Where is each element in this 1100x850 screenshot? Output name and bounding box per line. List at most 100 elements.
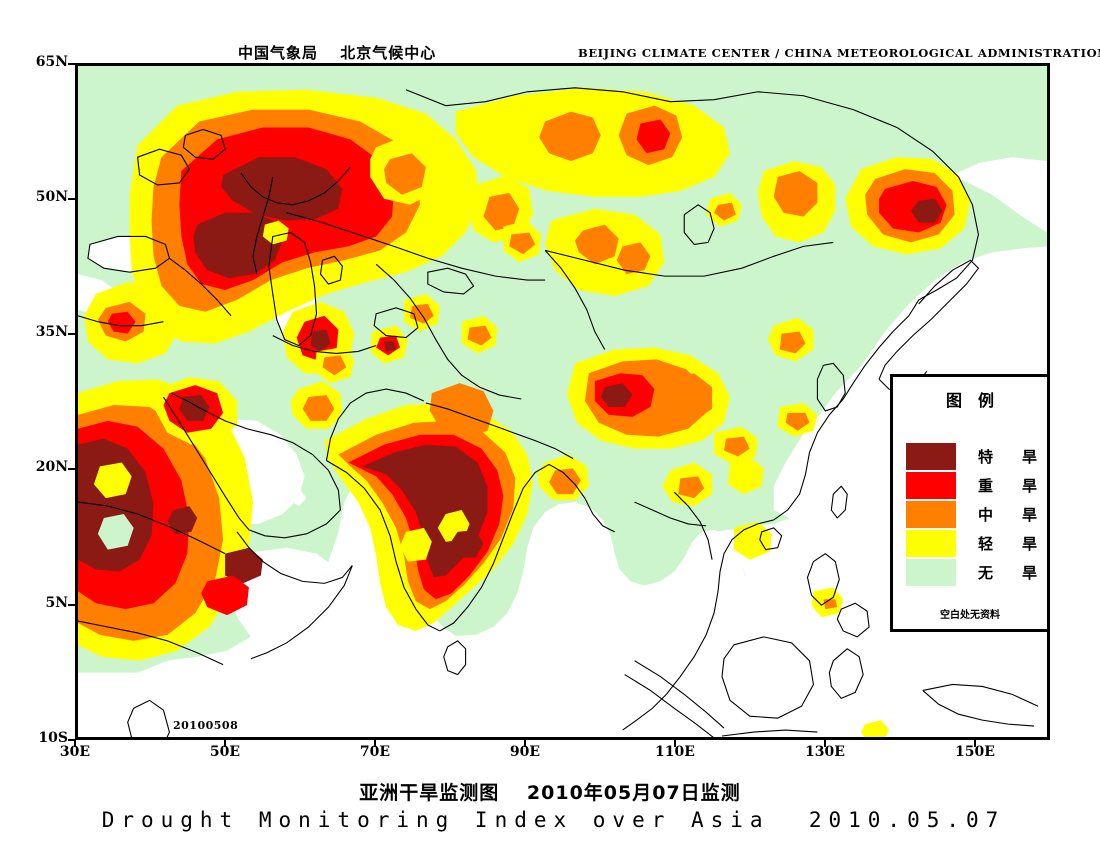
- contour-moderate-c: [509, 232, 536, 255]
- contour-extreme: [78, 438, 154, 572]
- contour-severe-somalia: [201, 575, 249, 616]
- legend-label-light-drought: 轻 旱: [978, 535, 1045, 553]
- contour-extreme-djibouti: [225, 547, 263, 584]
- legend-swatch-severe-drought: [906, 472, 956, 499]
- region-siberia-band: [455, 87, 730, 197]
- footer-title-cn: 亚洲干旱监测图 2010年05月07日监测: [359, 782, 741, 804]
- contour-extreme-b: [167, 506, 198, 534]
- x-axis-label-130E: 130E: [805, 744, 845, 760]
- y-axis-label-20N: 20N: [35, 459, 68, 475]
- contour-moderate: [549, 468, 581, 495]
- x-axis-label-110E: 110E: [655, 744, 695, 760]
- contour-inner-hole-a: [400, 527, 432, 562]
- y-tick-5N: [68, 604, 75, 606]
- region-iran: [290, 381, 343, 429]
- x-tick-70E: [374, 740, 376, 747]
- y-tick-20N: [68, 468, 75, 470]
- region-northeast-china: [845, 157, 971, 255]
- contour-light-b: [727, 456, 764, 495]
- contour-moderate: [322, 355, 347, 376]
- contour-moderate: [785, 412, 810, 431]
- contour-moderate: [483, 192, 520, 231]
- legend-swatch-extreme-drought: [906, 443, 956, 470]
- x-tick-90E: [524, 740, 526, 747]
- legend-label-extreme-drought: 特 旱: [978, 448, 1045, 466]
- contour-extreme-north: [221, 157, 343, 221]
- contour-severe: [107, 311, 136, 334]
- x-tick-150E: [974, 740, 976, 747]
- contour-moderate-a: [714, 202, 736, 221]
- region-india: [324, 383, 534, 631]
- contour-moderate: [678, 476, 705, 499]
- legend-item-extreme-drought: 特 旱: [906, 442, 1044, 471]
- legend-item-moderate-drought: 中 旱: [906, 500, 1044, 529]
- region-east-africa: [78, 379, 263, 661]
- y-axis-label-10S: 10S: [38, 730, 68, 746]
- contour-moderate-d: [779, 331, 806, 354]
- contour-inner-hole-b: [97, 513, 134, 550]
- x-tick-130E: [824, 740, 826, 747]
- contour-extreme: [384, 341, 397, 352]
- contour-moderate-north: [429, 383, 494, 439]
- contour-moderate-b: [616, 242, 651, 275]
- region-xinjiang: [403, 220, 542, 354]
- region-ne-small-blobs: [706, 192, 742, 227]
- legend-swatch-moderate-drought: [906, 501, 956, 528]
- legend-note: 空白处无资料: [940, 610, 1000, 621]
- legend-title: 图例: [945, 391, 1010, 410]
- contour-extreme-south: [193, 212, 283, 279]
- contour-moderate-b: [467, 325, 492, 346]
- x-tick-50E: [224, 740, 226, 747]
- contour-moderate-a: [574, 224, 619, 265]
- x-axis-label-150E: 150E: [955, 744, 995, 760]
- y-tick-10S: [68, 739, 75, 741]
- x-axis-label-70E: 70E: [359, 744, 391, 760]
- y-axis-label-65N: 65N: [35, 54, 68, 70]
- contour-inner-hole: [262, 220, 289, 245]
- map-canvas[interactable]: [75, 63, 1050, 740]
- ocean-okhotsk: [952, 157, 1047, 233]
- legend-items: 特 旱 重 旱 中 旱 轻 旱 无 旱: [906, 442, 1044, 587]
- contour-extreme: [910, 198, 943, 223]
- contour-extreme-east: [449, 529, 484, 558]
- layer-coastlines: [78, 87, 1039, 737]
- footer-title-en: Drought Monitoring Index over Asia 2010.…: [101, 808, 1006, 832]
- contour-extreme: [179, 395, 210, 421]
- region-kazakh-south: [370, 325, 408, 364]
- legend-panel: 图例 特 旱 重 旱 中 旱 轻 旱 无 旱 空白处无资料: [890, 374, 1050, 632]
- region-mongolia: [545, 208, 665, 296]
- legend-item-light-drought: 轻 旱: [906, 529, 1044, 558]
- region-central-china: [662, 317, 814, 507]
- x-axis-label-30E: 30E: [59, 744, 91, 760]
- legend-label-no-drought: 无 旱: [978, 564, 1045, 582]
- y-tick-65N: [68, 63, 75, 65]
- region-mongolia-ne: [757, 161, 836, 243]
- region-tibet: [314, 347, 355, 384]
- y-tick-50N: [68, 198, 75, 200]
- x-axis-label-50E: 50E: [209, 744, 241, 760]
- ocean-indian: [78, 472, 1047, 737]
- contour-moderate-east: [656, 373, 713, 421]
- x-axis-label-90E: 90E: [509, 744, 541, 760]
- x-tick-30E: [74, 740, 76, 747]
- region-southwest-china: [566, 347, 730, 449]
- header-organization-cn: 中国气象局 北京气候中心: [238, 44, 437, 62]
- y-axis-label-5N: 5N: [45, 595, 68, 611]
- legend-swatch-light-drought: [906, 530, 956, 557]
- region-indonesia: [861, 720, 889, 737]
- contour-moderate: [773, 171, 818, 217]
- region-central-siberia: [370, 135, 442, 205]
- contour-light: [861, 720, 889, 737]
- legend-item-no-drought: 无 旱: [906, 558, 1044, 587]
- map-datestamp: 20100508: [173, 719, 239, 732]
- y-tick-35N: [68, 333, 75, 335]
- legend-swatch-no-drought: [906, 559, 956, 586]
- region-caucasus: [83, 282, 180, 364]
- legend-label-severe-drought: 重 旱: [978, 477, 1045, 495]
- region-china-coast: [777, 402, 818, 437]
- header-organization-en: BEIJING CLIMATE CENTER / CHINA METEOROLO…: [578, 46, 1100, 60]
- x-tick-110E: [674, 740, 676, 747]
- y-axis-label-50N: 50N: [35, 189, 68, 205]
- legend-label-moderate-drought: 中 旱: [978, 506, 1045, 524]
- contour-extreme: [310, 329, 331, 352]
